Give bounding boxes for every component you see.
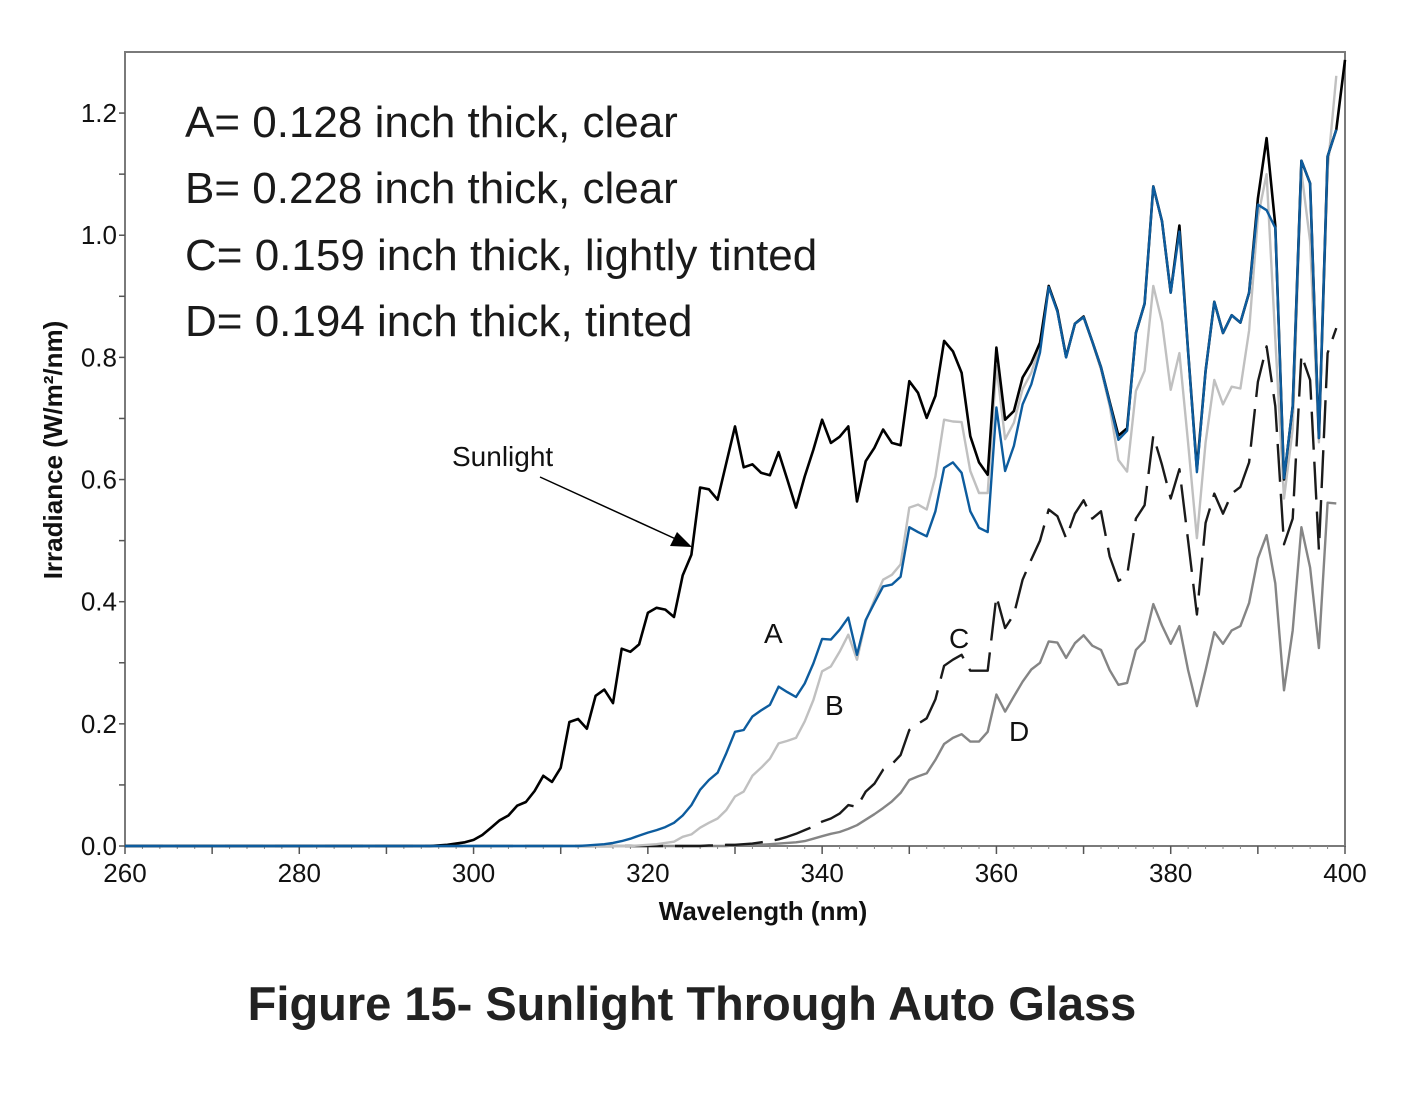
figure-caption: Figure 15- Sunlight Through Auto Glass <box>248 977 1137 1030</box>
y-axis-title: Irradiance (W/m²/nm) <box>38 321 68 580</box>
x-tick-label: 260 <box>103 858 146 888</box>
y-tick-label: 0.6 <box>81 465 117 495</box>
y-tick-label: 0.0 <box>81 831 117 861</box>
label-a: A <box>764 618 783 649</box>
series-line-d <box>125 501 1337 848</box>
x-tick-label: 360 <box>975 858 1018 888</box>
legend-entry-b: B= 0.228 inch thick, clear <box>185 164 678 213</box>
series-line-c <box>125 327 1338 848</box>
legend-entry-d: D= 0.194 inch thick, tinted <box>185 297 693 346</box>
x-tick-label: 380 <box>1149 858 1192 888</box>
legend-entry-c: C= 0.159 inch thick, lightly tinted <box>185 231 817 280</box>
series-lines <box>125 59 1347 848</box>
label-b: B <box>825 690 844 721</box>
x-tick-label: 340 <box>800 858 843 888</box>
sunlight-label: Sunlight <box>452 441 553 472</box>
y-tick-label: 0.8 <box>81 342 117 372</box>
series-line-a <box>125 129 1338 848</box>
y-tick-label: 1.2 <box>81 98 117 128</box>
x-tick-label: 320 <box>626 858 669 888</box>
legend-entry-a: A= 0.128 inch thick, clear <box>185 98 678 147</box>
label-d: D <box>1009 716 1029 747</box>
x-axis-title: Wavelength (nm) <box>659 896 867 926</box>
label-c: C <box>949 623 969 654</box>
axis-ticks: 260 280 300 320 340 360 380 400 0.0 0.2 0.4 0.6 0.8 1… <box>81 98 1367 888</box>
x-tick-label: 300 <box>452 858 495 888</box>
x-tick-label: 280 <box>278 858 321 888</box>
y-tick-label: 1.0 <box>81 220 117 250</box>
x-tick-label: 400 <box>1323 858 1366 888</box>
sunlight-arrowhead <box>670 532 692 547</box>
y-tick-label: 0.4 <box>81 587 117 617</box>
y-tick-label: 0.2 <box>81 709 117 739</box>
sunlight-arrow <box>539 476 679 541</box>
